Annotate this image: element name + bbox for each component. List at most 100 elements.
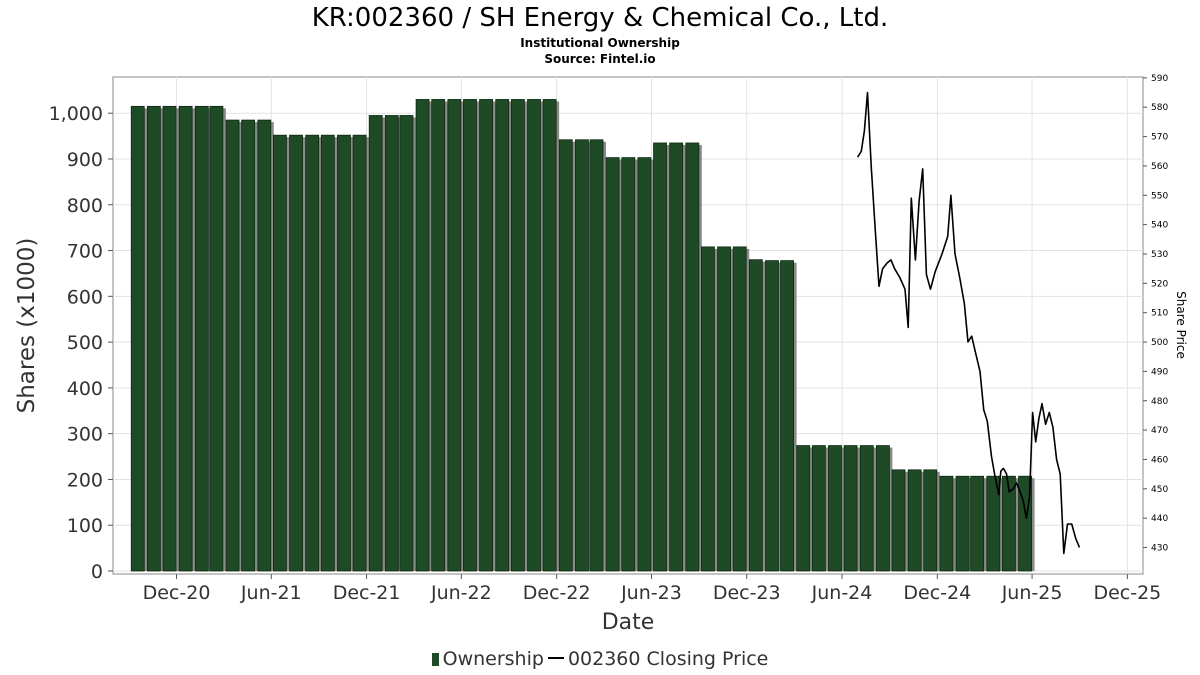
y-tick-label: 600 [67, 286, 103, 308]
x-tick-label: Jun-22 [430, 582, 492, 604]
ownership-bar [178, 105, 193, 572]
ownership-bar [225, 119, 240, 572]
ownership-bar [732, 246, 747, 572]
ownership-bar [384, 115, 399, 572]
ownership-bar [209, 105, 224, 572]
ownership-bar [495, 99, 510, 572]
ownership-bar [876, 445, 890, 572]
y-tick-label: 1,000 [49, 103, 103, 125]
ownership-bar [970, 475, 985, 572]
ownership-bar [575, 139, 589, 572]
y2-tick-label: 570 [1151, 133, 1168, 143]
ownership-bar [305, 134, 320, 572]
ownership-bar [939, 475, 954, 572]
ownership-bar [162, 105, 177, 572]
ownership-bar [431, 99, 446, 572]
ownership-bar [621, 157, 636, 572]
ownership-bar [828, 445, 842, 572]
chart-source: Source: Fintel.io [544, 52, 656, 66]
ownership-bar [1002, 475, 1016, 572]
ownership-bar [558, 139, 573, 572]
ownership-bar [399, 115, 414, 572]
ownership-bar [955, 475, 970, 572]
x-tick-label: Dec-20 [143, 582, 211, 604]
y2-tick-label: 490 [1151, 367, 1168, 377]
x-tick-label: Jun-23 [620, 582, 682, 604]
x-tick-label: Jun-25 [1001, 582, 1063, 604]
ownership-bar [589, 139, 604, 572]
ownership-bar [415, 99, 430, 572]
y2-tick-label: 440 [1151, 514, 1168, 524]
ownership-bar [986, 475, 1001, 572]
ownership-bar [146, 105, 161, 572]
y2-tick-label: 450 [1151, 485, 1168, 495]
y-axis-label: Shares (x1000) [14, 238, 40, 414]
ownership-bar [780, 260, 794, 572]
y-tick-label: 900 [67, 149, 103, 171]
ownership-bar [605, 157, 620, 572]
ownership-bar [368, 115, 383, 572]
x-axis-label: Date [602, 610, 655, 635]
y-tick-label: 400 [67, 378, 103, 400]
x-tick-label: Dec-24 [903, 582, 971, 604]
y-tick-label: 200 [67, 469, 103, 491]
ownership-bar [289, 134, 303, 572]
ownership-bar [463, 99, 477, 572]
ownership-bar [669, 142, 684, 572]
y2-tick-label: 550 [1151, 191, 1168, 201]
y2-tick-label: 500 [1151, 338, 1168, 348]
ownership-bar [337, 134, 351, 572]
y-tick-label: 300 [67, 424, 103, 446]
y2-tick-label: 590 [1151, 74, 1168, 84]
ownership-bar [811, 445, 826, 572]
y-tick-label: 500 [67, 332, 103, 354]
ownership-bar [447, 99, 462, 572]
ownership-bar [241, 119, 256, 572]
ownership-bar [479, 99, 494, 572]
x-tick-label: Dec-22 [523, 582, 591, 604]
ownership-bar [748, 259, 763, 572]
ownership-bar [843, 445, 858, 572]
x-tick-label: Jun-21 [240, 582, 302, 604]
y-tick-label: 700 [67, 241, 103, 263]
price-line [856, 91, 1081, 555]
ownership-bar [765, 260, 779, 572]
ownership-bar [796, 445, 811, 572]
y2-tick-label: 510 [1151, 309, 1168, 319]
ownership-bar [907, 469, 922, 572]
y2-tick-label: 520 [1151, 279, 1168, 289]
ownership-bar [273, 134, 287, 572]
ownership-bar [1018, 475, 1032, 572]
y2-tick-label: 430 [1151, 544, 1168, 554]
ownership-bar [194, 105, 209, 572]
x-tick-label: Dec-21 [333, 582, 401, 604]
y2-tick-label: 560 [1151, 162, 1168, 172]
y-tick-label: 800 [67, 195, 103, 217]
ownership-bar [320, 134, 335, 572]
y2-tick-label: 580 [1151, 103, 1168, 113]
y2-axis-label: Share Price [1174, 291, 1188, 359]
y2-tick-label: 540 [1151, 221, 1168, 231]
chart-subtitle: Institutional Ownership [520, 36, 680, 50]
legend-price-swatch [547, 657, 564, 659]
y-tick-label: 100 [67, 515, 103, 537]
y2-tick-label: 530 [1151, 250, 1168, 260]
ownership-bar [510, 99, 525, 572]
ownership-bar [653, 142, 667, 572]
ownership-bar [130, 105, 145, 572]
legend: Ownership 002360 Closing Price [0, 647, 1200, 671]
ownership-bar [257, 119, 272, 572]
legend-ownership-swatch [431, 653, 439, 666]
y-tick-label: 0 [91, 561, 103, 583]
y2-tick-label: 460 [1151, 455, 1168, 465]
x-tick-label: Dec-23 [713, 582, 781, 604]
ownership-bar [891, 469, 906, 572]
x-tick-label: Dec-25 [1093, 582, 1161, 604]
legend-ownership-label: Ownership [442, 648, 544, 670]
ownership-bar [701, 246, 715, 572]
ownership-bar [542, 99, 557, 572]
ownership-bar [352, 134, 367, 572]
ownership-bar [859, 445, 874, 572]
y2-tick-label: 480 [1151, 397, 1168, 407]
